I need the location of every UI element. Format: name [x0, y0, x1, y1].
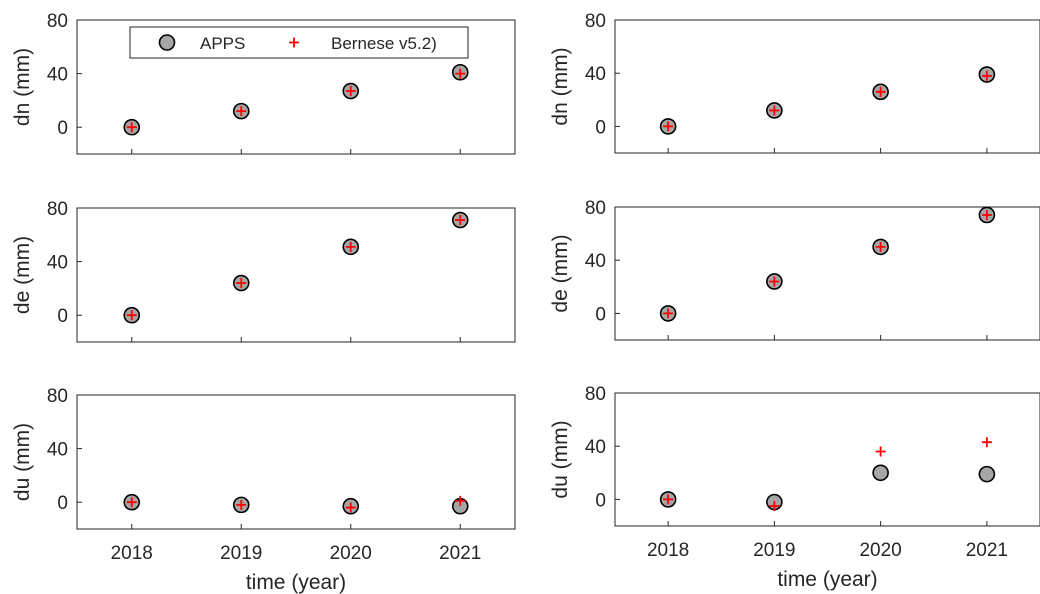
- y-axis-label: du (mm): [11, 423, 34, 501]
- x-tick-label: 2019: [220, 543, 262, 564]
- y-tick-label: 40: [585, 64, 606, 85]
- bernese-point: [236, 278, 247, 289]
- legend-apps-marker: [158, 34, 176, 51]
- legend-apps-label: APPS: [200, 34, 245, 53]
- y-axis-label: du (mm): [549, 420, 572, 498]
- y-tick-label: 0: [595, 490, 606, 511]
- bernese-point: [126, 497, 137, 508]
- bernese-point: [345, 502, 356, 513]
- y-tick-label: 80: [585, 11, 606, 32]
- axes-box: [614, 19, 1040, 154]
- x-tick-label: 2021: [966, 540, 1008, 561]
- axes-box: [76, 394, 516, 530]
- y-tick-label: 80: [585, 198, 606, 219]
- bernese-point: [875, 241, 886, 252]
- bernese-point: [663, 121, 674, 132]
- y-tick-label: 40: [47, 440, 68, 461]
- bernese-point: [126, 310, 137, 321]
- y-tick-label: 40: [47, 65, 68, 86]
- y-tick-label: 80: [47, 386, 68, 407]
- panel-middle-left: 0 40 80 de (mm): [11, 199, 516, 343]
- bernese-point: [345, 241, 356, 252]
- panel-bottom-left: 0 40 80 2018 2019 2020 2021 du (mm) time (year): [11, 386, 516, 594]
- apps-point: [872, 464, 889, 482]
- axes-box: [614, 392, 1040, 527]
- bernese-point: [455, 68, 466, 79]
- x-tick-label: 2021: [439, 543, 481, 564]
- x-tick-label: 2019: [753, 540, 795, 561]
- bernese-point: [345, 86, 356, 97]
- axes-box: [614, 206, 1040, 341]
- bernese-point: [769, 276, 780, 287]
- y-tick-label: 0: [595, 304, 606, 325]
- bernese-point: [236, 499, 247, 510]
- apps-point: [978, 465, 996, 483]
- panel-bottom-right: 0 40 80 2018 2019 2020 2021 du (mm) time (year): [549, 384, 1040, 591]
- legend: APPS Bernese v5.2): [129, 26, 469, 59]
- x-tick-label: 2018: [647, 540, 689, 561]
- x-axis-label: time (year): [246, 571, 346, 594]
- x-tick-label: 2018: [111, 543, 153, 564]
- bernese-point: [875, 86, 886, 97]
- y-axis-label: de (mm): [549, 234, 572, 312]
- y-axis-label: dn (mm): [549, 47, 572, 125]
- y-axis-label: de (mm): [11, 236, 34, 314]
- bernese-point: [126, 122, 137, 133]
- bernese-point: [875, 446, 886, 457]
- y-tick-label: 80: [47, 11, 68, 32]
- y-tick-label: 40: [585, 251, 606, 272]
- bernese-point: [981, 70, 992, 81]
- x-tick-label: 2020: [330, 543, 372, 564]
- y-tick-label: 80: [47, 199, 68, 220]
- y-tick-label: 40: [585, 437, 606, 458]
- bernese-point: [455, 495, 466, 506]
- bernese-point: [981, 209, 992, 220]
- axes-box: [76, 207, 516, 343]
- bernese-point: [455, 215, 466, 226]
- y-tick-label: 0: [595, 117, 606, 138]
- x-tick-label: 2020: [859, 540, 901, 561]
- bernese-point: [236, 106, 247, 117]
- y-tick-label: 0: [57, 306, 68, 327]
- y-tick-label: 80: [585, 384, 606, 405]
- bernese-point: [663, 494, 674, 505]
- y-tick-label: 40: [47, 253, 68, 274]
- y-axis-label: dn (mm): [11, 48, 34, 126]
- bernese-point: [981, 437, 992, 448]
- y-tick-label: 0: [57, 493, 68, 514]
- legend-bernese-marker: [289, 37, 299, 48]
- panel-middle-right: 0 40 80 de (mm): [549, 198, 1040, 341]
- bernese-point: [663, 308, 674, 319]
- panel-top-left: 0 40 80 dn (mm) APPS Bernese v5.2): [11, 11, 516, 155]
- bernese-point: [769, 105, 780, 116]
- panel-top-right: 0 40 80 dn (mm): [549, 11, 1040, 154]
- legend-bernese-label: Bernese v5.2): [331, 34, 437, 53]
- bernese-point: [769, 501, 780, 512]
- x-axis-label: time (year): [777, 568, 877, 591]
- y-tick-label: 0: [57, 118, 68, 139]
